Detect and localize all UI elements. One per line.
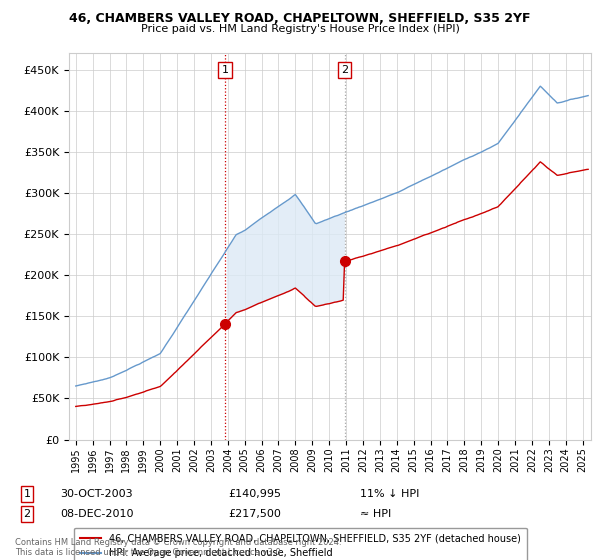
Text: Price paid vs. HM Land Registry's House Price Index (HPI): Price paid vs. HM Land Registry's House … [140, 24, 460, 34]
Text: £140,995: £140,995 [228, 489, 281, 499]
Text: 1: 1 [221, 64, 229, 74]
Text: 11% ↓ HPI: 11% ↓ HPI [360, 489, 419, 499]
Text: 1: 1 [23, 489, 31, 499]
Text: 2: 2 [23, 509, 31, 519]
Text: 2: 2 [341, 64, 348, 74]
Text: 30-OCT-2003: 30-OCT-2003 [60, 489, 133, 499]
Text: 08-DEC-2010: 08-DEC-2010 [60, 509, 133, 519]
Text: ≈ HPI: ≈ HPI [360, 509, 391, 519]
Legend: 46, CHAMBERS VALLEY ROAD, CHAPELTOWN, SHEFFIELD, S35 2YF (detached house), HPI: : 46, CHAMBERS VALLEY ROAD, CHAPELTOWN, SH… [74, 528, 527, 560]
Text: Contains HM Land Registry data © Crown copyright and database right 2024.
This d: Contains HM Land Registry data © Crown c… [15, 538, 341, 557]
Text: £217,500: £217,500 [228, 509, 281, 519]
Text: 46, CHAMBERS VALLEY ROAD, CHAPELTOWN, SHEFFIELD, S35 2YF: 46, CHAMBERS VALLEY ROAD, CHAPELTOWN, SH… [69, 12, 531, 25]
